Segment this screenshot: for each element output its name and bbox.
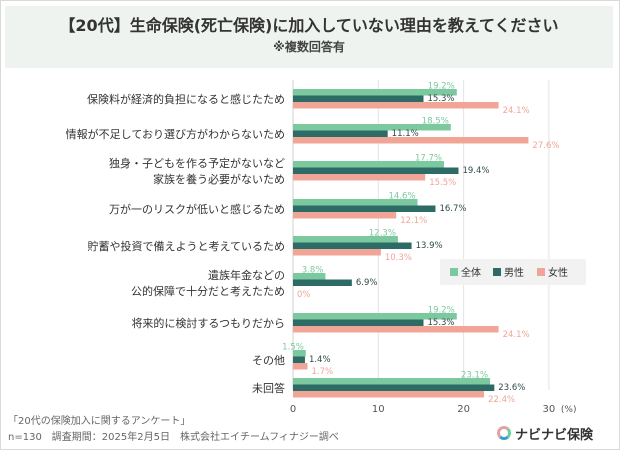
bar-female (293, 212, 397, 219)
bar-female (293, 102, 499, 109)
data-label: 23.1% (461, 371, 488, 381)
brand-logo: ナビナビ保険 (497, 423, 593, 443)
category-label: 情報が不足しており選び方がわからないため (66, 127, 285, 141)
category-label: 独身・子どもを作る予定がないなど (109, 156, 285, 170)
bar-female (293, 174, 426, 181)
data-label: 19.2% (428, 82, 455, 92)
bar-male (293, 130, 388, 137)
data-label: 1.5% (282, 343, 304, 353)
data-label: 10.3% (385, 253, 412, 263)
data-label: 18.5% (422, 117, 449, 127)
survey-name: 「20代の保険加入に関するアンケート」 (8, 416, 191, 427)
x-tick-label: 20 (457, 404, 470, 415)
logo-mark-icon (497, 426, 511, 440)
bar-all (293, 199, 418, 206)
legend-swatch (537, 268, 545, 276)
data-label: 12.3% (369, 229, 396, 239)
bar-all (293, 161, 444, 168)
bar-male (293, 356, 305, 363)
bar-all (293, 378, 491, 385)
data-label: 15.5% (429, 178, 456, 188)
legend-label: 男性 (504, 266, 524, 279)
category-label: 遺族年金などの (208, 268, 285, 282)
category-label: 家族を養う必要がないため (153, 172, 285, 186)
bar-all (293, 124, 451, 131)
x-tick-label: 0 (290, 404, 296, 415)
data-label: 19.4% (462, 166, 489, 176)
chart-header: 【20代】生命保険(死亡保険)に加入していない理由を教えてください ※複数回答有 (5, 6, 613, 68)
data-label: 22.4% (488, 395, 515, 405)
bar-male (293, 167, 459, 174)
x-tick-label: 10 (372, 404, 385, 415)
x-tick-label: 30 (543, 404, 556, 415)
legend-swatch (493, 268, 501, 276)
category-label: 公的保障で十分だと考えたため (131, 284, 285, 298)
data-label: 19.2% (428, 306, 455, 316)
data-label: 3.8% (302, 266, 324, 276)
category-label: 保険料が経済的負担になると感じたため (87, 92, 285, 106)
bar-female (293, 137, 529, 144)
data-label: 6.9% (356, 278, 378, 288)
legend-label: 全体 (461, 266, 481, 279)
bar-all (293, 273, 326, 280)
bar-male (293, 205, 436, 212)
category-label: 万が一のリスクが低いと感じるため (109, 202, 285, 216)
data-label: 13.9% (416, 241, 443, 251)
data-label: 16.7% (439, 204, 466, 214)
category-label: 将来的に検討するつもりだから (131, 316, 285, 330)
data-label: 14.6% (389, 192, 416, 202)
bar-male (293, 384, 495, 391)
bar-female (293, 249, 381, 256)
category-label: 貯蓄や投資で備えようと考えているため (88, 239, 285, 253)
x-axis-unit: (%) (561, 405, 577, 415)
bar-female (293, 391, 485, 398)
bar-male (293, 279, 352, 286)
bar-male (293, 95, 424, 102)
data-label: 0% (297, 290, 311, 300)
bar-female (293, 326, 499, 333)
chart-title: 【20代】生命保険(死亡保険)に加入していない理由を教えてください (59, 16, 559, 35)
data-label: 15.3% (428, 318, 455, 328)
data-label: 24.1% (503, 330, 530, 340)
bar-male (293, 242, 412, 249)
data-label: 1.7% (312, 367, 334, 377)
data-label: 15.3% (428, 94, 455, 104)
bar-all (293, 236, 398, 243)
bar-all (293, 89, 457, 96)
data-label: 12.1% (400, 216, 427, 226)
data-label: 27.6% (532, 141, 559, 151)
legend-box (440, 259, 586, 285)
category-label: 未回答 (252, 381, 285, 395)
survey-info: n=130 調査期間：2025年2月5日 株式会社エイチームフィナジー調べ (8, 432, 339, 443)
bar-male (293, 319, 424, 326)
data-label: 17.7% (415, 154, 442, 164)
logo-text: ナビナビ保険 (515, 427, 594, 443)
data-label: 1.4% (309, 355, 331, 365)
category-label: その他 (252, 354, 285, 367)
bar-all (293, 350, 306, 357)
chart-subtitle: ※複数回答有 (273, 40, 345, 54)
data-label: 23.6% (498, 383, 525, 393)
data-label: 11.1% (392, 129, 419, 139)
legend-swatch (450, 268, 458, 276)
legend-label: 女性 (548, 266, 568, 279)
data-label: 24.1% (503, 106, 530, 116)
bar-all (293, 313, 457, 320)
bar-female (293, 363, 308, 370)
